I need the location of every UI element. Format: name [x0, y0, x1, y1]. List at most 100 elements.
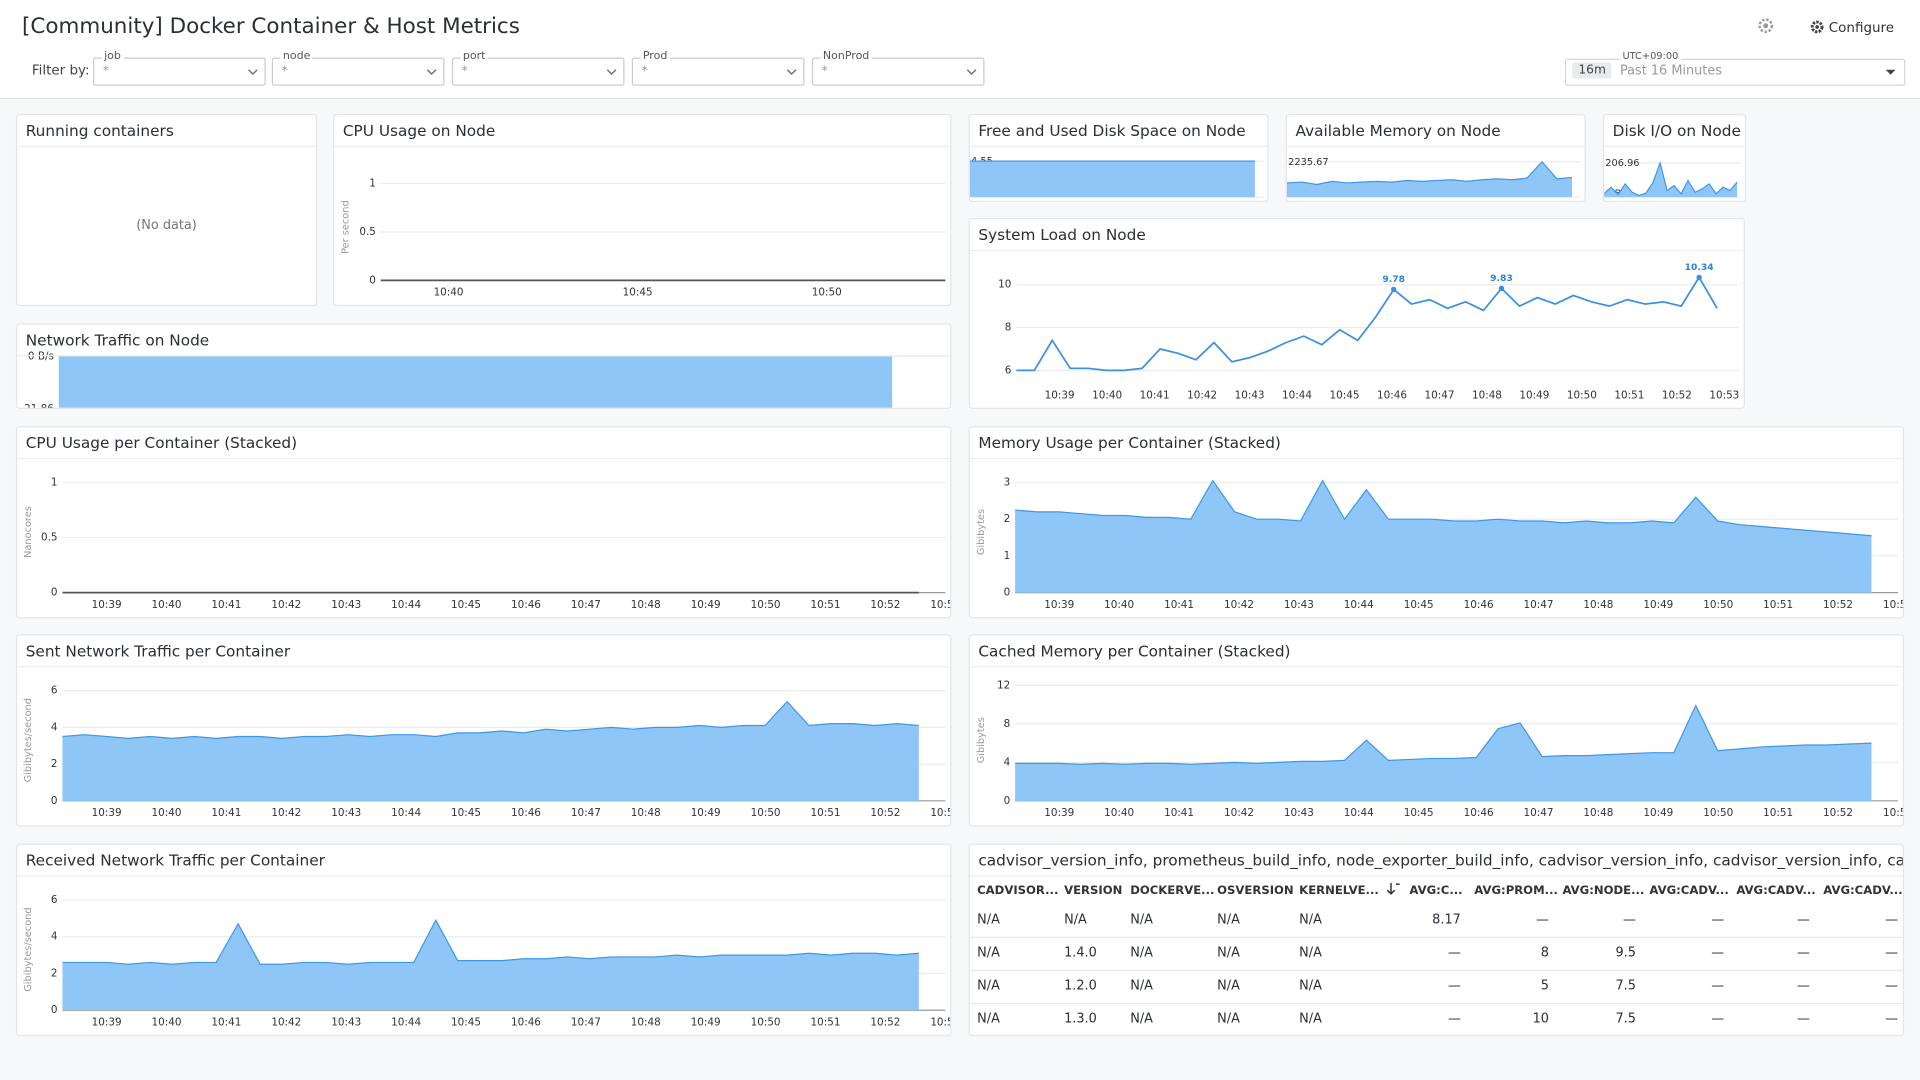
area: [1286, 161, 1573, 198]
x-tick-label: 10:40: [152, 599, 182, 611]
y-tick-label: 0: [1004, 587, 1011, 599]
y-tick-label: 1: [369, 178, 376, 190]
x-tick-label: 10:51: [1763, 807, 1793, 819]
dropdown-arrow: [1885, 69, 1896, 75]
panel: 0 0.5 1 Per second 10:40 10:45 10:50 CPU Usage …: [333, 113, 952, 307]
y-tick-label: 4: [1004, 756, 1011, 768]
x-tick-label: 10:47: [571, 1016, 601, 1028]
x-tick-label: 10:45: [451, 599, 481, 611]
settings-icon[interactable]: [1755, 15, 1777, 37]
x-tick-label: 10:47: [571, 599, 601, 611]
x-tick-label: 10:49: [691, 1016, 721, 1028]
row-divider: [969, 969, 1903, 972]
x-tick-label: 10:42: [271, 807, 301, 819]
table-cell: N/A: [977, 1011, 1000, 1027]
configure-label: Configure: [1828, 19, 1895, 36]
panel: 6 8 10 10:39 10:40 10:41 10:42 10:43 10:44 10:45 1…: [968, 217, 1745, 409]
data-label: 10.34: [1685, 262, 1714, 273]
dropdown-arrow: [786, 69, 797, 76]
x-tick-label: 10:43: [1284, 807, 1314, 819]
time-selector[interactable]: UTC+09:00 16m Past 16 Minutes: [1564, 50, 1906, 86]
table-cell: 5: [1540, 978, 1549, 994]
table-cell: N/A: [1217, 978, 1240, 994]
column-header: DOCKERVE...: [1130, 884, 1215, 898]
chart: 0 0.5 1 Nanocores 10:39 10:40 10:41 10:42 10:43 1…: [23, 476, 950, 611]
table-cell: —: [1796, 978, 1810, 994]
table-cell: N/A: [1130, 912, 1153, 927]
x-tick-label: 10:49: [691, 599, 721, 611]
y-axis-label: Gibibytes/second: [23, 907, 34, 991]
table-cell: N/A: [1130, 945, 1153, 961]
x-tick-label: 10:41: [1164, 599, 1194, 611]
area: [62, 920, 919, 1011]
panel: cadvisor_version_info, prometheus_build_…: [968, 843, 1905, 1036]
filter-name: node: [280, 50, 313, 63]
x-tick-label: 10:44: [391, 1016, 421, 1028]
x-tick-label: 10:46: [511, 807, 541, 819]
point: [1498, 285, 1505, 292]
filter-dropdown[interactable]: node *: [271, 50, 445, 86]
chart: 0 4 8 12 Gibibytes 10:39 10:40 10:41 10:42 10:43 1…: [976, 679, 1903, 819]
y-axis-label: Gibibytes/second: [23, 698, 34, 782]
x-tick-label: 10:46: [511, 1016, 541, 1028]
sort-icon: [1386, 882, 1400, 895]
x-tick-label: 10:40: [1104, 807, 1134, 819]
x-tick-label: 10:50: [751, 599, 781, 611]
table-cell: —: [1536, 912, 1549, 927]
configure-button[interactable]: Configure: [1810, 20, 1894, 36]
panel-title: Received Network Traffic per Container: [17, 845, 951, 877]
filter-value: *: [641, 64, 648, 79]
column-header: AVG:CADV...: [1736, 884, 1816, 898]
x-tick-label: 10:51: [811, 1016, 841, 1028]
table-cell: —: [1885, 1011, 1898, 1027]
panel: 0 B/s -21.86 Network Traffic on Node: [15, 323, 952, 409]
table-cell: 7.5: [1615, 978, 1636, 994]
x-tick-label: 10:52: [870, 807, 900, 819]
table-cell: 10: [1532, 1011, 1549, 1027]
x-tick-label: 10:53: [930, 807, 950, 819]
table-cell: N/A: [1299, 1011, 1322, 1027]
chart: 6 8 10 10:39 10:40 10:41 10:42 10:43 10:44 10:45 1…: [998, 262, 1739, 402]
header: [Community] Docker Container & Host Metr…: [0, 0, 1920, 100]
x-tick-label: 10:52: [870, 599, 900, 611]
chart: 0 1 2 3 Gibibytes 10:39 10:40 10:41 10:42 10:43 10…: [976, 476, 1903, 611]
filter-value: *: [461, 64, 468, 79]
area-outline: [62, 700, 919, 739]
arrow-shape: [786, 69, 797, 76]
y-tick-label: 8: [1004, 718, 1011, 730]
y-tick-label: 0.5: [359, 226, 376, 238]
filter-name: port: [460, 50, 488, 63]
x-tick-label: 10:44: [1344, 807, 1374, 819]
table-cell: N/A: [1064, 912, 1087, 927]
dropdown-arrow: [426, 69, 437, 76]
panel-title: Disk I/O on Node: [1604, 115, 1745, 147]
y-axis-label: Nanocores: [23, 506, 34, 558]
chart: 2235.670 B: [1286, 157, 1581, 199]
panel: 4.550 B Free and Used Disk Space on Node: [968, 113, 1269, 203]
filter-dropdown[interactable]: port *: [451, 50, 625, 86]
y-tick-label: 0.5: [41, 532, 58, 544]
dropdown-arrow: [606, 69, 617, 76]
filter-name: job: [101, 50, 124, 63]
filter-dropdown[interactable]: Prod *: [631, 50, 805, 86]
filter-dropdown[interactable]: NonProd *: [811, 50, 985, 86]
x-tick-label: 10:50: [1703, 599, 1733, 611]
column-header: AVG:C...: [1409, 884, 1463, 898]
filter-dropdown[interactable]: job *: [93, 50, 266, 86]
table-cell: —: [1711, 1011, 1725, 1027]
arrow-shape: [248, 69, 258, 76]
table-cell: 9.5: [1615, 945, 1636, 961]
x-tick-label: 10:49: [1643, 807, 1673, 819]
y-tick-label: 2: [51, 758, 58, 770]
x-tick-label: 10:43: [1235, 390, 1265, 402]
x-tick-label: 10:46: [511, 599, 541, 611]
y-tick-label: 6: [51, 894, 58, 906]
table-cell: —: [1447, 978, 1461, 994]
x-tick-label: 10:42: [1224, 807, 1254, 819]
y-tick-label: 8: [1005, 322, 1012, 334]
y-tick-label: 0: [369, 274, 376, 286]
table-cell: —: [1885, 945, 1898, 961]
x-tick-label: 10:46: [1464, 807, 1494, 819]
table-cell: N/A: [1217, 1011, 1240, 1027]
